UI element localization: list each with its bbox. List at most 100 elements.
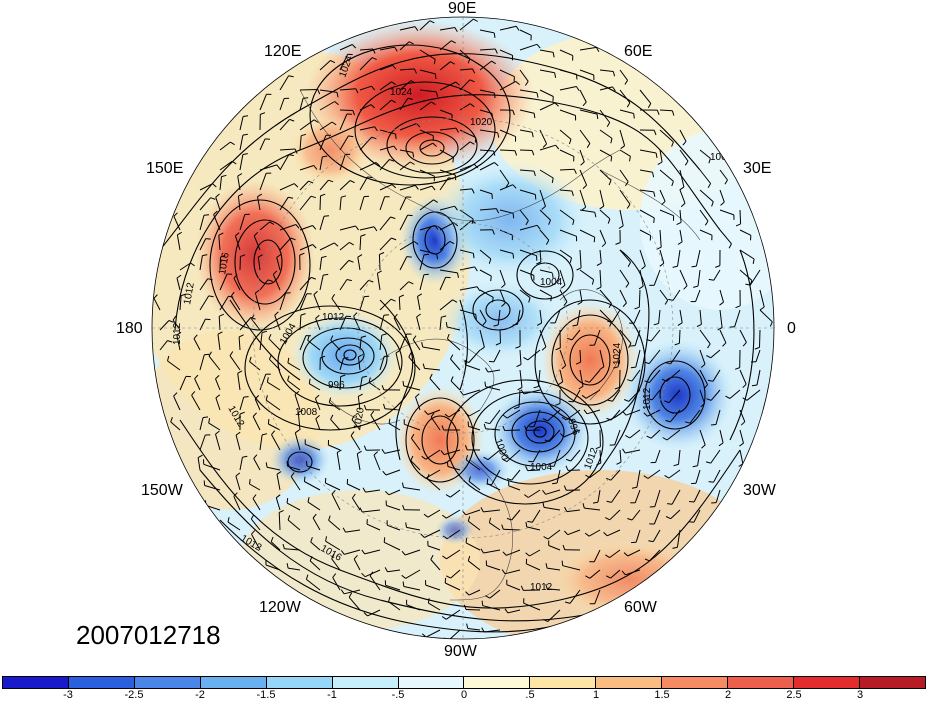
colorbar-swatch [266,677,333,688]
wind-barb [339,376,342,391]
wind-barb [359,337,362,351]
wind-barb [319,156,323,171]
wind-barb-flag [603,532,608,537]
wind-barb-flag [407,214,413,217]
wind-barb-flag [379,252,385,255]
wind-barb [619,209,624,226]
wind-barb-flag [646,339,652,342]
wind-barb [299,98,304,111]
wind-barb-flag [734,367,740,370]
wind-barb [439,169,456,176]
wind-barb [279,75,290,91]
wind-barb [388,489,401,496]
wind-barb-flag [501,524,504,530]
wind-barb-flag [349,180,355,184]
wind-barb-flag [514,406,520,410]
wind-barb-flag [422,363,425,369]
wind-barb [759,329,761,348]
wind-barb-flag [671,181,674,187]
wind-barb [274,315,281,331]
wind-barb-flag [395,133,397,140]
wind-barb-flag [664,474,670,479]
isobar-labels: 1024 1024 1020 1016 1012 1012 1012 1008 … [172,54,733,593]
wind-barb-flag [331,554,335,559]
wind-barb-flag [334,101,339,106]
wind-barb-flag [708,379,714,382]
wind-barb-flag [450,354,454,360]
wind-barb [519,109,535,114]
wind-barb [447,466,461,471]
wind-barb-flag [677,241,683,245]
wind-barb [299,89,318,91]
wind-barb-flag [435,91,439,97]
wind-barb [483,549,501,554]
wind-barb-flag [536,43,541,49]
wind-barb-flag [724,179,728,185]
colorbar-swatch [596,677,663,688]
wind-barb [678,329,681,344]
wind-barb [579,229,595,238]
wind-barb [459,79,471,91]
wind-barb [459,141,471,151]
wind-barb [359,236,362,251]
wind-barb-flag [661,378,667,382]
colorbar-tick-label: .5 [525,689,535,701]
isobar-label: 1004 [540,277,563,288]
wind-barb [259,221,270,231]
wind-barb-flag [595,47,600,52]
wind-barb [539,89,554,97]
wind-barb [399,240,415,251]
wind-barb [459,220,472,231]
wind-barb [668,389,681,403]
wind-barb-flag [275,494,281,499]
wind-barb [479,329,485,348]
lon-label-30e: 30E [743,160,772,177]
wind-barb [659,109,673,112]
wind-barb-flag [240,254,246,257]
wind-barb [599,269,602,288]
wind-barb-flag [501,302,506,307]
wind-barb [559,86,577,91]
wind-barb-flag [350,431,355,436]
wind-barb-flag [707,183,712,189]
wind-barb [379,145,394,151]
wind-barb [562,565,581,571]
wind-barb-flag [745,283,751,286]
wind-barb [359,126,375,131]
wind-barb [446,549,461,560]
wind-barb-flag [215,193,220,198]
wind-barb [339,113,348,131]
lon-label-120w: 120W [259,599,301,616]
wind-barb [299,277,312,291]
wind-barb [259,173,267,191]
wind-barb [287,465,301,471]
wind-barb-flag [220,255,226,258]
wind-barb-flag [582,503,585,509]
wind-barb-flag [269,221,275,225]
wind-barb [362,509,381,513]
wind-barb-flag [391,237,397,241]
wind-barb [276,474,281,491]
wind-barb-flag [502,458,508,463]
colorbar-tick-label: -3 [63,689,73,701]
wind-barb-flag [572,219,575,226]
wind-barb [489,522,501,531]
wind-barb-flag [490,276,492,282]
wind-barb-flag [471,220,476,224]
wind-barb-flag [446,333,450,339]
wind-barb-flag [388,596,391,602]
wind-barb-flag [466,623,469,629]
wind-barb [610,409,621,421]
wind-barb [288,567,301,571]
wind-barb [424,367,441,371]
wind-barb [459,249,474,254]
wind-barb [306,579,321,591]
wind-barb-flag [287,357,290,363]
wind-barb-flag [317,89,321,95]
wind-barb [556,469,561,484]
wind-barb-flag [414,185,419,190]
wind-barb [459,163,475,171]
wind-barb-flag [332,573,337,578]
wind-barb [279,98,285,111]
wind-barb-flag [391,81,396,86]
